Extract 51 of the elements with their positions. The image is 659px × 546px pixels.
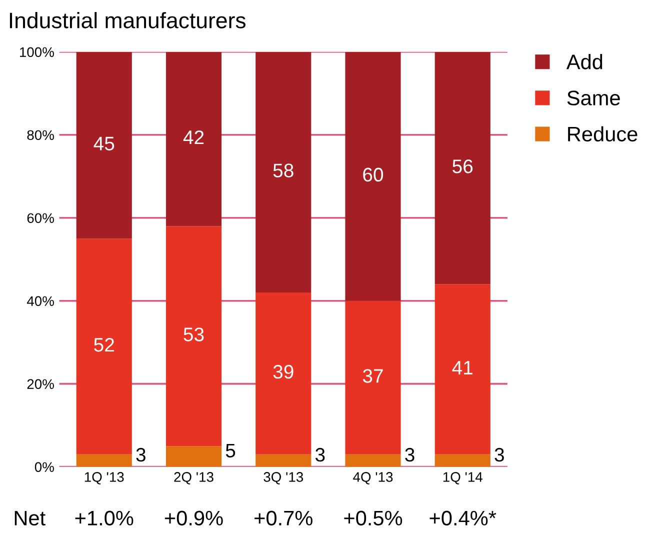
data-label: 52 [94,338,114,352]
bar [256,454,312,467]
y-tick-label: 0% [34,462,54,472]
text: Net [14,510,46,526]
bar [434,454,490,467]
data-label: 56 [452,160,473,174]
legend-label: Same [567,90,620,106]
x-tick-label: 3Q '13 [264,472,304,484]
data-label: 60 [363,168,384,182]
x-tick-label: 1Q '13 [84,472,124,484]
y-tick-label: 80% [27,130,54,140]
legend-label: Reduce [568,126,638,142]
data-label: 45 [94,136,114,150]
data-label: 53 [184,328,204,342]
y-tick-label: 60% [27,213,54,224]
bar [76,238,132,454]
data-label: 3 [494,448,504,462]
x-tick-label: 4Q '13 [353,472,393,484]
bar [256,52,312,293]
text: +0.5% [344,510,402,526]
bar [345,454,401,467]
data-label: 58 [273,164,294,178]
bar [345,300,401,454]
x-tick-label: 2Q '13 [174,472,214,484]
y-tick-label: 40% [26,296,54,306]
data-label: 3 [405,448,414,462]
text: +1.0% [75,510,134,526]
text: +0.4%* [430,510,496,526]
bar [345,52,401,301]
chart-title: Industrial manufacturers [10,12,246,28]
bar [166,446,222,467]
bar [76,454,132,467]
text: +0.7% [254,510,312,526]
bar [76,52,132,239]
x-tick-label: 1Q '14 [443,472,482,484]
bar [434,284,490,454]
text: +0.9% [164,510,223,526]
data-label: 39 [273,364,294,379]
data-label: 42 [183,130,204,144]
data-label: 5 [226,444,236,458]
data-label: 3 [136,448,146,462]
legend-label: Add [566,54,602,70]
bar [166,52,222,226]
data-label: 3 [315,448,325,462]
data-label: 41 [452,360,472,374]
bar [256,292,312,454]
bar [434,52,490,284]
y-tick-label: 100% [20,47,54,58]
bar [166,226,222,446]
data-label: 37 [362,369,383,383]
y-tick-label: 20% [27,379,54,390]
